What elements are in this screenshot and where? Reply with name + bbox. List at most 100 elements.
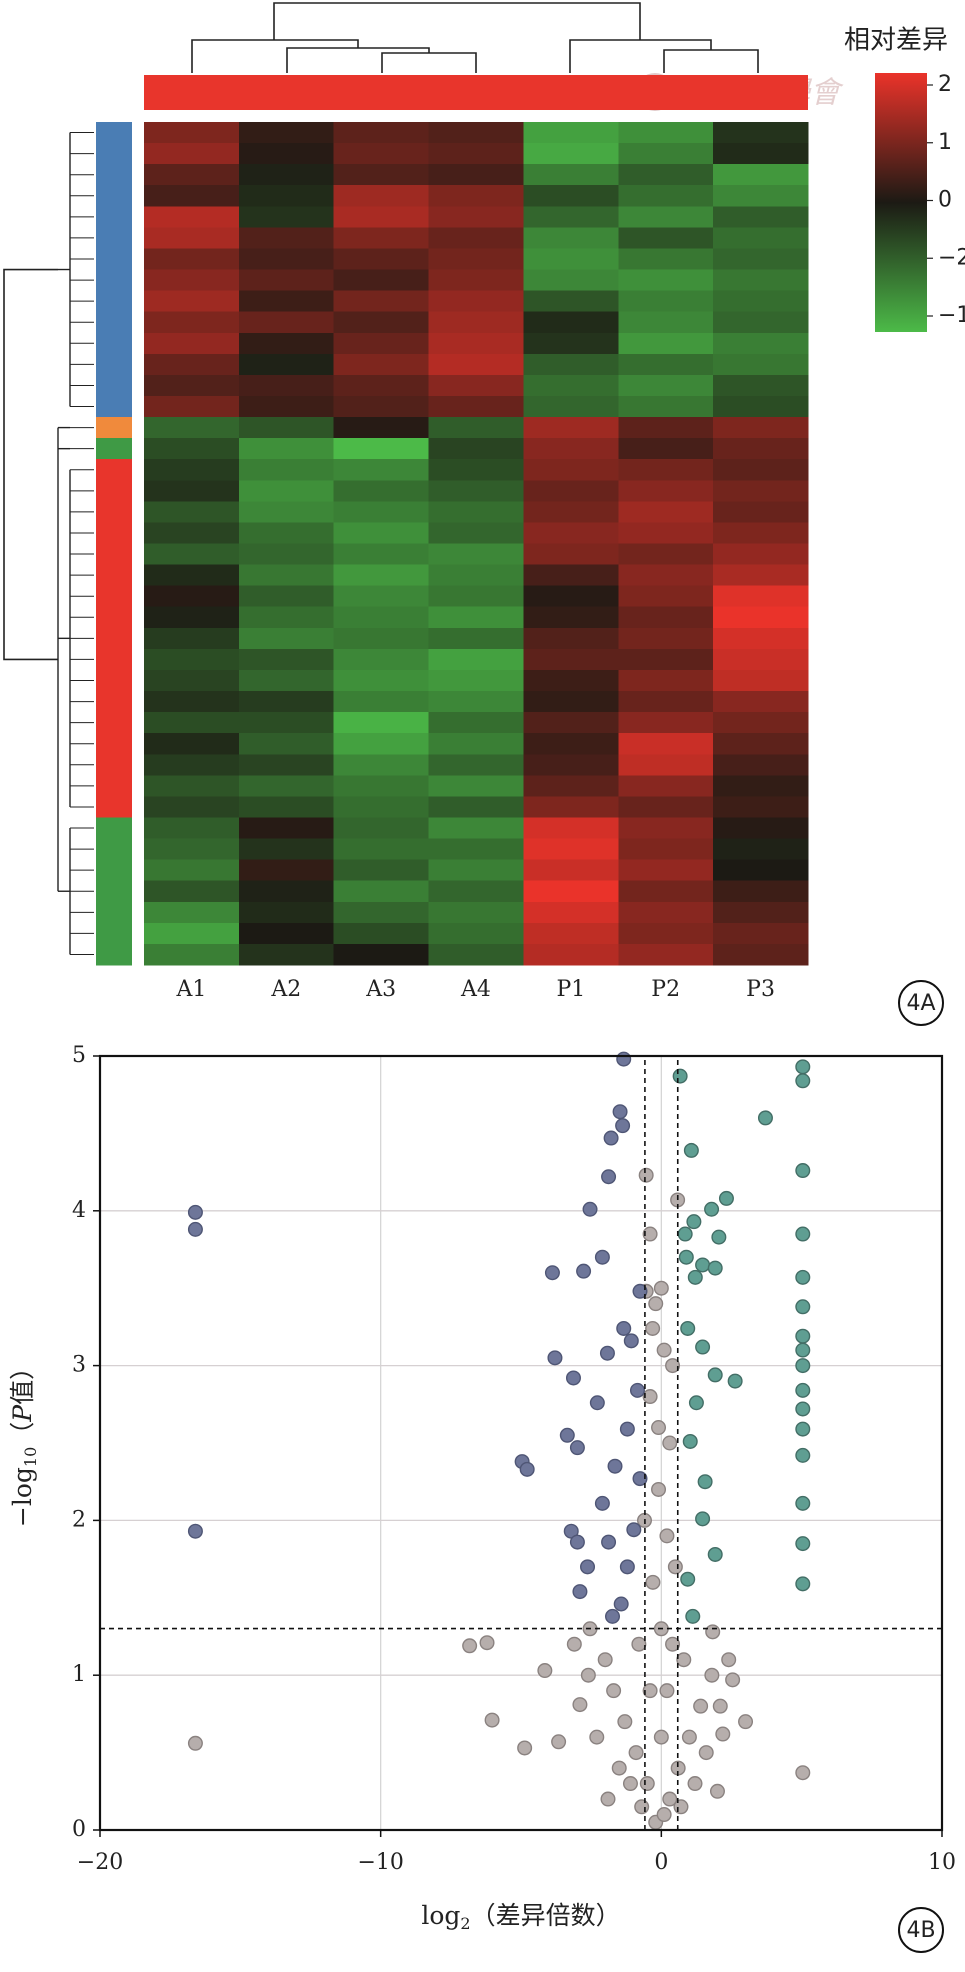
heatmap-cell: [333, 880, 430, 903]
heatmap-cell: [523, 564, 619, 587]
heatmap-cell: [618, 459, 714, 481]
heatmap-cell: [713, 248, 809, 271]
heatmap-cell: [523, 374, 619, 397]
heatmap-cell: [713, 922, 809, 945]
heatmap-cell: [713, 943, 809, 966]
heatmap-cell: [428, 627, 524, 650]
heatmap-cell: [333, 185, 430, 207]
heatmap-cell: [333, 922, 430, 945]
heatmap-cell: [144, 522, 240, 544]
heatmap-cell: [618, 880, 714, 903]
point: [704, 1201, 720, 1217]
point: [795, 1342, 811, 1358]
heatmap-cell: [144, 164, 240, 186]
heatmap-cell: [238, 691, 335, 713]
heatmap-cell: [618, 417, 714, 439]
heatmap-cell: [713, 627, 809, 650]
heatmap-cell: [238, 648, 335, 671]
x-label-rest: （差异倍数）: [471, 1901, 621, 1930]
heatmap-cell: [523, 669, 619, 692]
heatmap-cell: [618, 585, 714, 608]
heatmap-cell: [523, 648, 619, 671]
heatmap-cell: [713, 796, 809, 818]
heatmap-cell: [618, 122, 714, 144]
heatmap-cell: [523, 943, 619, 966]
row-cluster-cell: [96, 459, 132, 481]
heatmap-cell: [333, 901, 430, 924]
heatmap-cell: [333, 248, 430, 271]
heatmap-cell: [618, 838, 714, 861]
heatmap-cell: [428, 712, 524, 734]
row-cluster-cell: [96, 353, 132, 376]
heatmap-cell: [333, 227, 430, 249]
heatmap-cell: [144, 564, 240, 587]
heatmap-cell: [144, 248, 240, 271]
heatmap-cell: [144, 290, 240, 313]
panel-label: 4A: [906, 991, 935, 1016]
row-dendrogram-root: [3, 268, 58, 661]
column-label: P3: [746, 977, 775, 1002]
heatmap-cell: [618, 543, 714, 566]
column-annotation: [144, 75, 808, 110]
heatmap-cell: [618, 943, 714, 966]
heatmap-cell: [144, 775, 240, 797]
heatmap-cell: [428, 922, 524, 945]
heatmap-cell: [333, 480, 430, 502]
point: [795, 1163, 811, 1179]
point: [795, 1536, 811, 1552]
row-cluster-cell: [96, 480, 132, 502]
heatmap-cell: [238, 395, 335, 418]
heatmap-cell: [713, 880, 809, 903]
point: [580, 1667, 596, 1683]
row-cluster-cell: [96, 648, 132, 671]
point: [479, 1635, 495, 1651]
point: [685, 1608, 701, 1624]
heatmap-cell: [618, 269, 714, 292]
point: [629, 1382, 645, 1398]
point: [604, 1608, 620, 1624]
heatmap-cell: [618, 648, 714, 671]
x-tick-label: 0: [654, 1850, 668, 1875]
point: [795, 1226, 811, 1242]
heatmap-cell: [238, 374, 335, 397]
y-tick-label: 0: [72, 1817, 86, 1842]
heatmap-cell: [333, 817, 430, 840]
heatmap-cell: [144, 269, 240, 292]
heatmap-cell: [523, 522, 619, 544]
heatmap-cell: [523, 459, 619, 481]
heatmap-cell: [713, 691, 809, 713]
heatmap-cell: [238, 459, 335, 481]
heatmap-cell: [523, 606, 619, 629]
heatmap-cell: [144, 438, 240, 460]
heatmap-cell: [333, 859, 430, 882]
point: [600, 1791, 616, 1807]
heatmap-cell: [523, 395, 619, 418]
heatmap-cell: [144, 859, 240, 882]
row-cluster-cell: [96, 290, 132, 313]
point: [678, 1249, 694, 1265]
point: [519, 1461, 535, 1477]
point: [638, 1167, 654, 1183]
point: [544, 1265, 560, 1281]
heatmap-cell: [713, 227, 809, 249]
row-cluster-cell: [96, 838, 132, 861]
point: [795, 1299, 811, 1315]
heatmap-cell: [618, 311, 714, 334]
point: [712, 1698, 728, 1714]
heatmap-cell: [144, 353, 240, 376]
point: [795, 1059, 811, 1075]
heatmap-cell: [713, 859, 809, 882]
heatmap-cell: [428, 564, 524, 587]
point: [676, 1652, 692, 1668]
heatmap-cell: [333, 585, 430, 608]
heatmap-cell: [238, 206, 335, 228]
heatmap-cell: [713, 712, 809, 734]
point: [642, 1226, 658, 1242]
point: [695, 1339, 711, 1355]
point: [795, 1328, 811, 1344]
heatmap-cell: [523, 627, 619, 650]
heatmap-cell: [238, 438, 335, 460]
heatmap-cell: [618, 733, 714, 755]
heatmap-cell: [144, 185, 240, 207]
point: [572, 1584, 588, 1600]
